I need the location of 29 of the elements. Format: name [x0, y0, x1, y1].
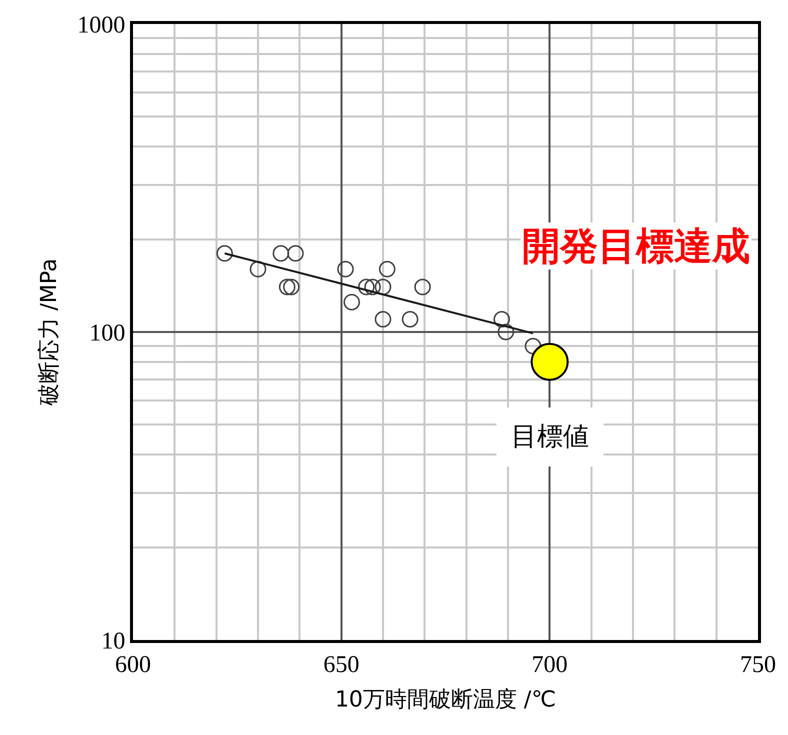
point	[287, 245, 304, 262]
y-tick-label: 10	[101, 628, 126, 654]
point	[272, 245, 290, 262]
point	[402, 311, 418, 328]
point	[364, 278, 381, 296]
point	[216, 245, 233, 262]
point	[337, 260, 354, 278]
point	[250, 260, 266, 278]
point	[283, 278, 300, 296]
point	[278, 278, 296, 296]
point	[378, 260, 396, 278]
point	[374, 311, 392, 328]
x-tick-label: 750	[740, 652, 776, 678]
y-tick-label: 1000	[77, 12, 126, 38]
point	[358, 278, 375, 296]
point	[344, 294, 360, 310]
x-axis-title: 10万時間破断温度 /℃	[334, 688, 556, 713]
point	[414, 278, 431, 296]
x-tick-label: 700	[532, 652, 568, 678]
text: 目標値	[511, 422, 589, 452]
annotation: 開発目標達成	[522, 224, 750, 268]
point	[494, 311, 510, 328]
point	[374, 278, 392, 296]
point	[498, 324, 514, 340]
point	[530, 342, 569, 381]
y-axis-title: 破断応力 /MPa	[37, 258, 62, 407]
x-tick-label: 600	[115, 652, 151, 678]
x-tick-label: 650	[323, 652, 360, 678]
y-tick-label: 100	[89, 320, 126, 346]
